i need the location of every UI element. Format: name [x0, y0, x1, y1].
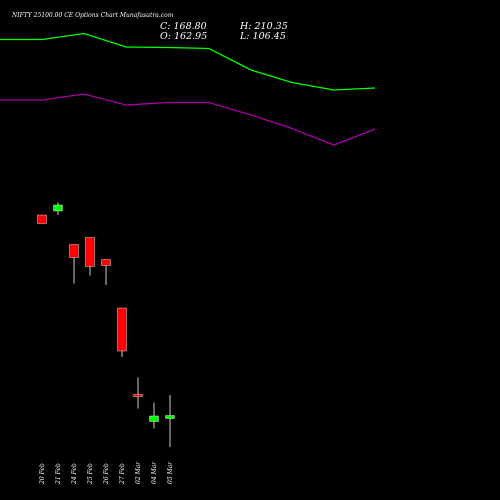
- low-value: L: 106.45: [239, 31, 286, 42]
- candle-body: [101, 259, 111, 266]
- candle-body: [53, 204, 63, 212]
- candle: [133, 377, 143, 409]
- candle-body: [85, 237, 95, 267]
- x-tick-label: 21 Feb: [55, 463, 62, 485]
- candle: [117, 307, 127, 357]
- x-tick-label: 26 Feb: [103, 463, 110, 485]
- high-value: H: 210.35: [239, 21, 288, 32]
- candle: [69, 244, 79, 284]
- x-tick-label: 20 Feb: [39, 463, 46, 485]
- x-axis: 20 Feb 21 Feb 24 Feb 25 Feb 26 Feb 27 Feb 02 M…: [39, 461, 174, 485]
- candle: [37, 214, 47, 224]
- bands-layer: [0, 32, 376, 146]
- x-tick-label: 04 Mar: [151, 461, 158, 484]
- candle-body: [117, 307, 127, 352]
- candle-body: [133, 394, 143, 397]
- open-value: O: 162.95: [160, 31, 207, 42]
- lower-band-line: [0, 93, 376, 146]
- x-tick-label: 05 Mar: [167, 461, 174, 484]
- candles-layer: [37, 202, 175, 447]
- x-tick-label: 25 Feb: [87, 463, 94, 485]
- candle: [85, 237, 95, 276]
- candle-body: [69, 244, 79, 258]
- x-tick-label: 27 Feb: [119, 463, 126, 485]
- candle-body: [165, 415, 175, 419]
- close-value: C: 168.80: [160, 21, 207, 32]
- candle-body: [37, 214, 47, 224]
- candle-body: [149, 415, 159, 422]
- chart-title: NIFTY 25100.00 CE Options Chart Munafasu…: [11, 12, 174, 19]
- x-tick-label: 24 Feb: [71, 463, 78, 485]
- candle: [101, 259, 111, 285]
- x-tick-label: 02 Mar: [135, 461, 142, 484]
- upper-band-line: [0, 32, 376, 91]
- candle: [165, 395, 175, 447]
- candle: [53, 202, 63, 215]
- candle: [149, 402, 159, 429]
